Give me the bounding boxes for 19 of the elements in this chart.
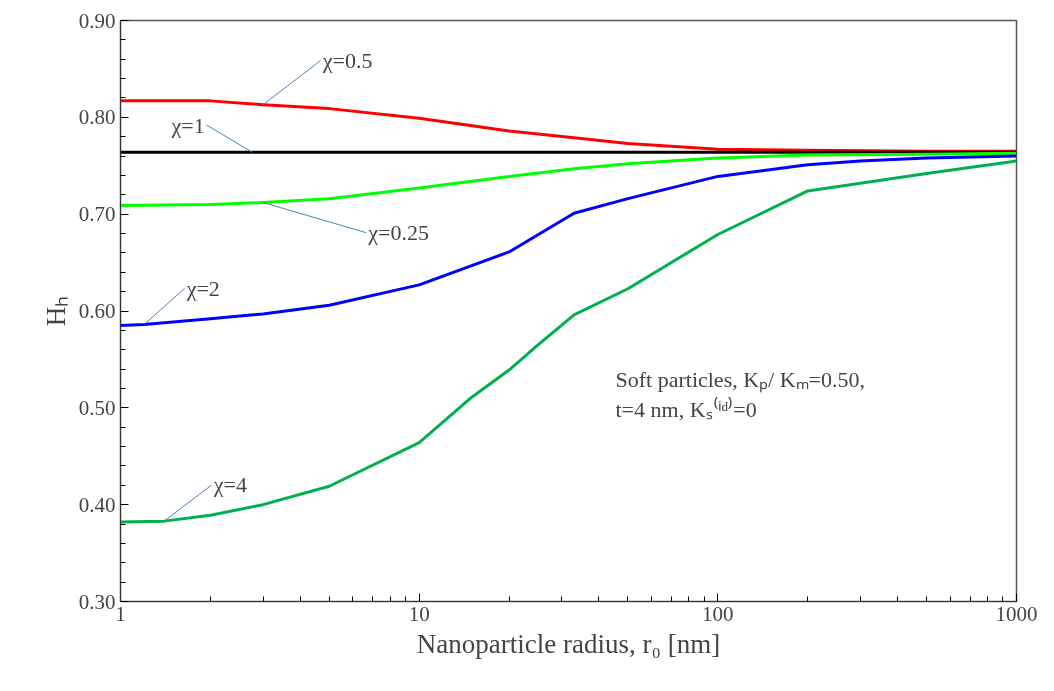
x-tick-label: 10 (408, 601, 430, 626)
x-axis-title: Nanoparticle radius, r₀ [nm] (416, 628, 721, 659)
x-tick-label: 1000 (995, 601, 1038, 626)
annotation: χ=0.25 (367, 220, 429, 246)
y-tick-label: 0.60 (78, 299, 116, 323)
y-tick-label: 0.50 (78, 395, 116, 420)
annotation: χ=4 (212, 472, 247, 498)
y-tick-label: 0.90 (78, 8, 116, 33)
y-axis-title: Hₕ (40, 295, 71, 327)
annotation: χ=1 (170, 112, 205, 138)
x-tick-label: 1 (115, 601, 126, 626)
y-tick-label: 0.30 (78, 589, 116, 614)
annotation: χ=0.5 (321, 48, 373, 73)
y-tick-label: 0.80 (78, 105, 116, 130)
y-tick-label: 0.40 (78, 492, 116, 517)
x-tick-label: 100 (702, 601, 734, 626)
annotation: Soft particles, Kₚ/ Kₘ=0.50, t=4 nm, Kₛ⁽ⁱᵈ⁾=0 (615, 366, 865, 422)
annotation: χ=2 (185, 275, 220, 301)
y-tick-label: 0.70 (78, 202, 116, 227)
